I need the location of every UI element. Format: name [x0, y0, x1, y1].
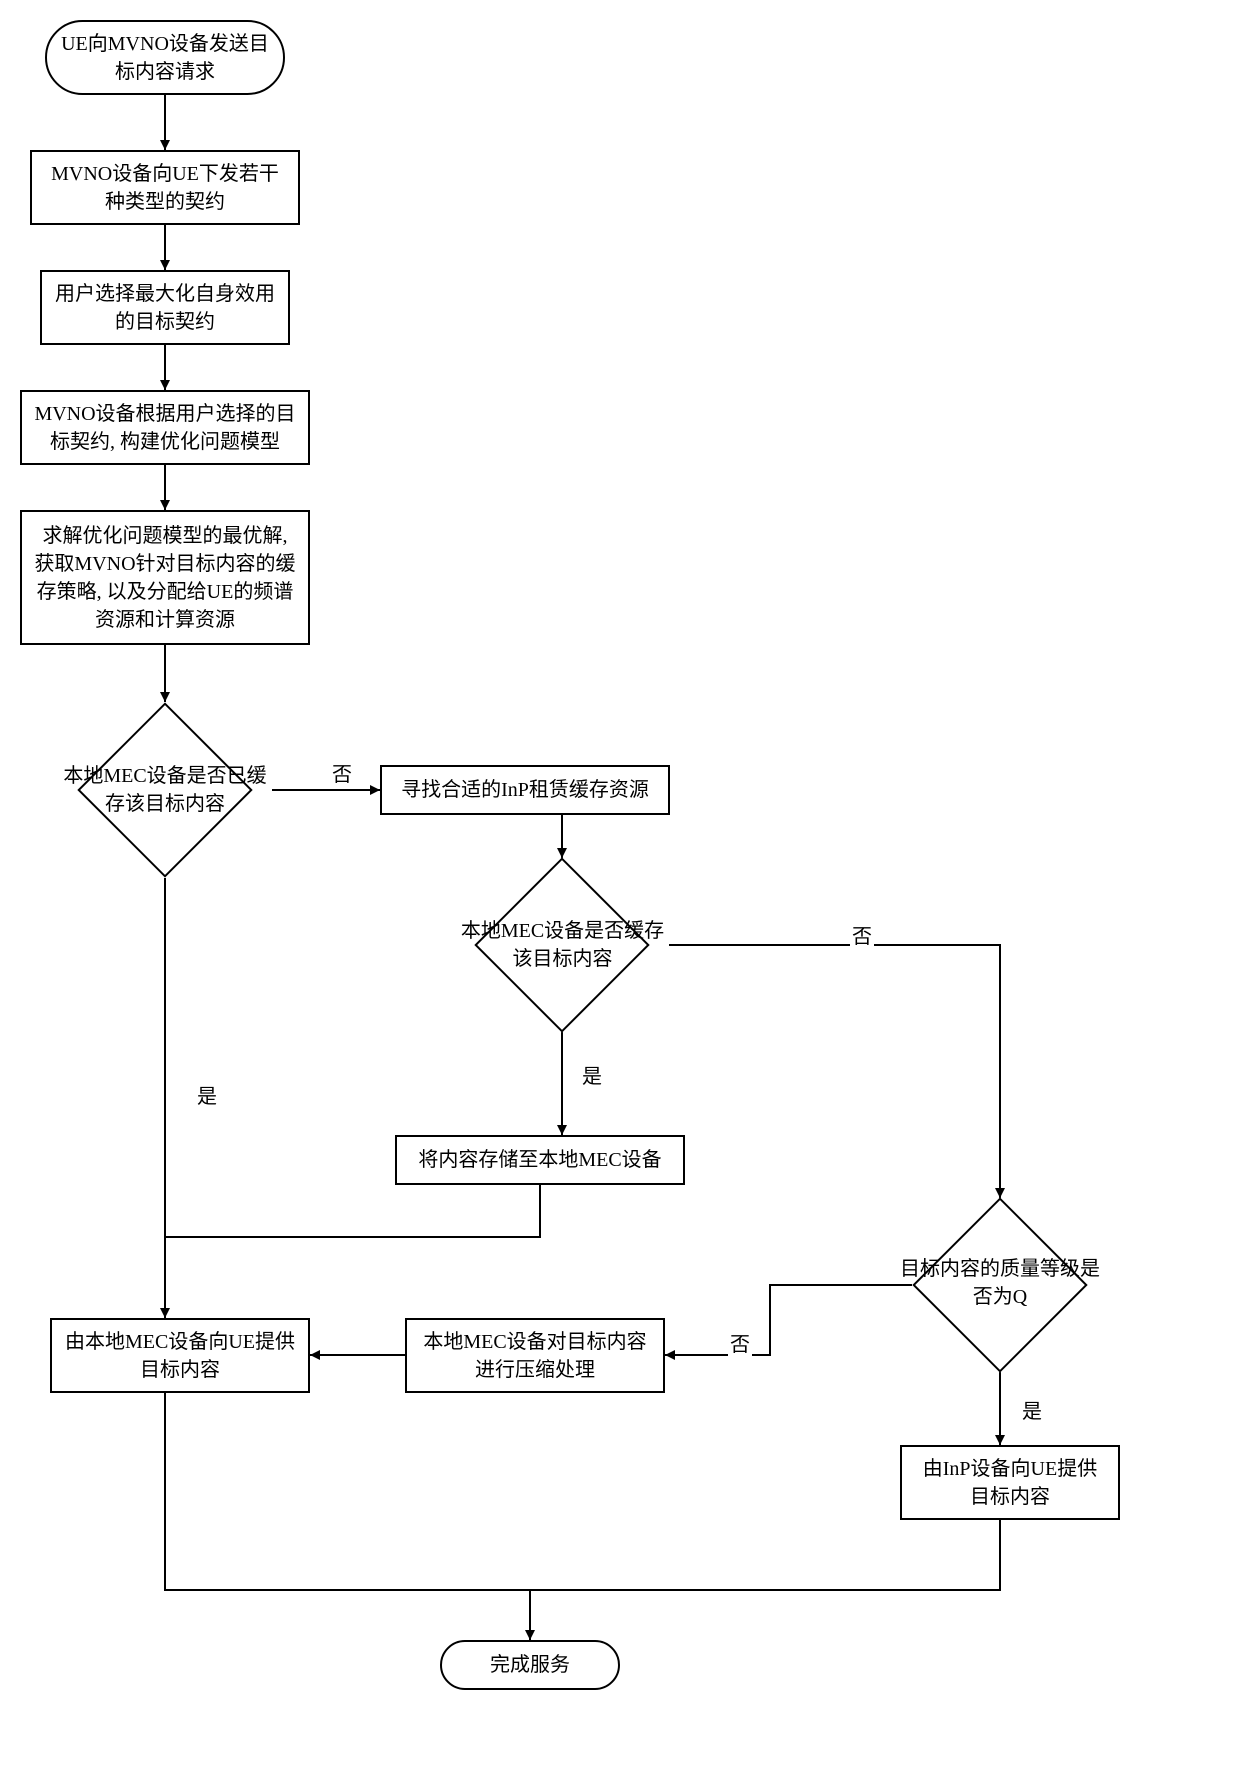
node-n7-text: 本地MEC设备对目标内容进行压缩处理: [419, 1328, 651, 1384]
decision-d2: [474, 857, 649, 1032]
edge-label-d2-yes: 是: [580, 1060, 604, 1089]
node-n6-text: 将内容存储至本地MEC设备: [418, 1146, 661, 1174]
node-n4-text: 求解优化问题模型的最优解, 获取MVNO针对目标内容的缓存策略, 以及分配给UE…: [34, 522, 296, 634]
node-end: 完成服务: [440, 1640, 620, 1690]
node-n3: MVNO设备根据用户选择的目标契约, 构建优化问题模型: [20, 390, 310, 465]
node-n2-text: 用户选择最大化自身效用的目标契约: [54, 280, 276, 336]
node-n9: 由InP设备向UE提供目标内容: [900, 1445, 1120, 1520]
node-n5: 寻找合适的InP租赁缓存资源: [380, 765, 670, 815]
node-n1: MVNO设备向UE下发若干种类型的契约: [30, 150, 300, 225]
node-n4: 求解优化问题模型的最优解, 获取MVNO针对目标内容的缓存策略, 以及分配给UE…: [20, 510, 310, 645]
node-n6: 将内容存储至本地MEC设备: [395, 1135, 685, 1185]
node-start-text: UE向MVNO设备发送目标内容请求: [59, 30, 271, 86]
edge-label-d2-no: 否: [850, 920, 874, 949]
edge-label-d3-no: 否: [728, 1328, 752, 1357]
node-start: UE向MVNO设备发送目标内容请求: [45, 20, 285, 95]
node-n9-text: 由InP设备向UE提供目标内容: [914, 1455, 1106, 1511]
node-n5-text: 寻找合适的InP租赁缓存资源: [401, 776, 649, 804]
node-n7: 本地MEC设备对目标内容进行压缩处理: [405, 1318, 665, 1393]
node-n8-text: 由本地MEC设备向UE提供目标内容: [64, 1328, 296, 1384]
node-n3-text: MVNO设备根据用户选择的目标契约, 构建优化问题模型: [34, 400, 296, 456]
node-n2: 用户选择最大化自身效用的目标契约: [40, 270, 290, 345]
node-n8: 由本地MEC设备向UE提供目标内容: [50, 1318, 310, 1393]
edge-label-d1-no: 否: [330, 758, 354, 787]
decision-d1: [77, 702, 252, 877]
node-n1-text: MVNO设备向UE下发若干种类型的契约: [44, 160, 286, 216]
node-end-text: 完成服务: [490, 1651, 570, 1679]
decision-d3: [912, 1197, 1087, 1372]
edge-label-d3-yes: 是: [1020, 1395, 1044, 1424]
edge-label-d1-yes: 是: [195, 1080, 219, 1109]
